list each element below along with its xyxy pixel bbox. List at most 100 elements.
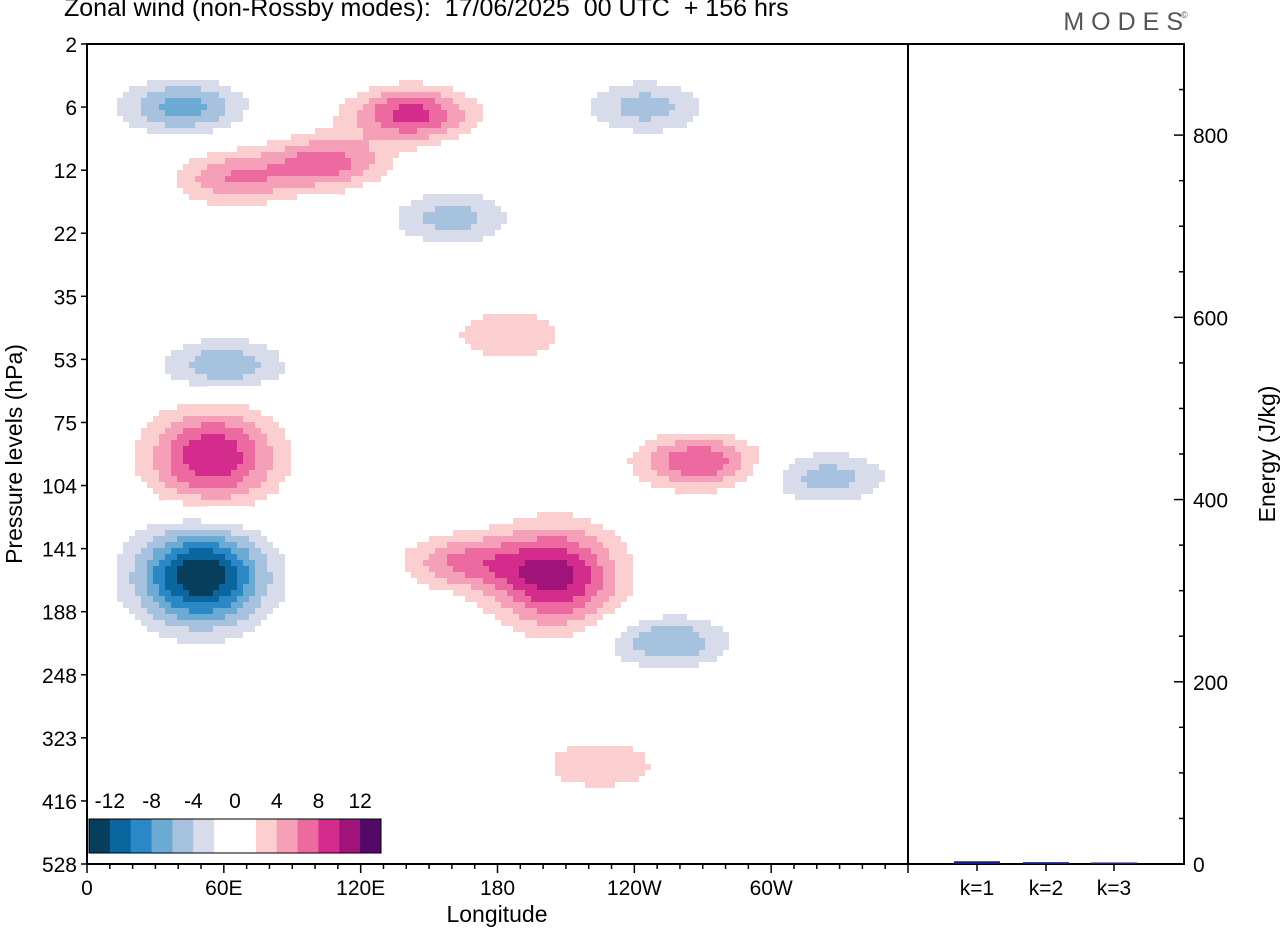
brand-mark: © (1181, 10, 1188, 20)
heatmap-cell (411, 548, 418, 555)
heatmap-cell (519, 332, 526, 339)
heatmap-cell (207, 530, 214, 537)
heatmap-cell (279, 350, 286, 357)
heatmap-cell (393, 230, 400, 237)
heatmap-cell (405, 98, 412, 105)
heatmap-cell (435, 146, 442, 153)
heatmap-cell (477, 524, 484, 531)
heatmap-cell (657, 74, 664, 81)
heatmap-cell (255, 434, 262, 441)
heatmap-cell (561, 782, 568, 789)
heatmap-cell (477, 608, 484, 615)
heatmap-cell (609, 788, 616, 795)
heatmap-cell (183, 596, 190, 603)
heatmap-cell (153, 452, 160, 459)
heatmap-cell (327, 146, 334, 153)
heatmap-cell (111, 98, 118, 105)
heatmap-cell (261, 530, 268, 537)
heatmap-cell (651, 74, 658, 81)
heatmap-cell (189, 590, 196, 597)
heatmap-cell (189, 122, 196, 129)
heatmap-cell (837, 494, 844, 501)
heatmap-cell (633, 584, 640, 591)
heatmap-cell (693, 476, 700, 483)
heatmap-cell (675, 128, 682, 135)
heatmap-cell (279, 584, 286, 591)
heatmap-cell (381, 104, 388, 111)
heatmap-cell (705, 614, 712, 621)
heatmap-cell (183, 488, 190, 495)
heatmap-cell (231, 590, 238, 597)
heatmap-cell (441, 554, 448, 561)
heatmap-cell (237, 482, 244, 489)
heatmap-cell (669, 428, 676, 435)
heatmap-cell (519, 512, 526, 519)
heatmap-cell (207, 344, 214, 351)
heatmap-cell (387, 140, 394, 147)
heatmap-cell (189, 488, 196, 495)
heatmap-cell (165, 584, 172, 591)
energy-bar (1023, 862, 1069, 864)
heatmap-cell (441, 230, 448, 237)
heatmap-cell (231, 548, 238, 555)
heatmap-cell (537, 758, 544, 765)
heatmap-cell (327, 110, 334, 117)
heatmap-cell (435, 584, 442, 591)
heatmap-cell (183, 566, 190, 573)
heatmap-cell (267, 530, 274, 537)
heatmap-cell (615, 110, 622, 117)
heatmap-cell (417, 200, 424, 207)
heatmap-cell (687, 476, 694, 483)
heatmap-cell (291, 560, 298, 567)
heatmap-cell (261, 428, 268, 435)
heatmap-cell (507, 596, 514, 603)
heatmap-cell (441, 578, 448, 585)
heatmap-cell (417, 80, 424, 87)
heatmap-cell (657, 134, 664, 141)
heatmap-cell (267, 140, 274, 147)
heatmap-cell (705, 626, 712, 633)
heatmap-cell (135, 110, 142, 117)
heatmap-cell (525, 554, 532, 561)
heatmap-cell (579, 530, 586, 537)
heatmap-cell (549, 350, 556, 357)
heatmap-cell (273, 416, 280, 423)
heatmap-cell (237, 578, 244, 585)
heatmap-cell (603, 518, 610, 525)
heatmap-cell (249, 404, 256, 411)
heatmap-cell (135, 458, 142, 465)
heatmap-cell (387, 206, 394, 213)
heatmap-cell (171, 476, 178, 483)
heatmap-cell (279, 344, 286, 351)
heatmap-cell (627, 764, 634, 771)
heatmap-cell (525, 344, 532, 351)
heatmap-cell (393, 152, 400, 159)
heatmap-cell (633, 440, 640, 447)
heatmap-cell (843, 494, 850, 501)
heatmap-cell (573, 590, 580, 597)
heatmap-cell (423, 200, 430, 207)
heatmap-cell (729, 644, 736, 651)
heatmap-cell (609, 746, 616, 753)
heatmap-cell (105, 566, 112, 573)
heatmap-cell (123, 110, 130, 117)
heatmap-cell (789, 464, 796, 471)
heatmap-cell (171, 572, 178, 579)
heatmap-cell (585, 776, 592, 783)
heatmap-cell (615, 560, 622, 567)
heatmap-cell (465, 86, 472, 93)
heatmap-cell (129, 578, 136, 585)
heatmap-cell (309, 146, 316, 153)
heatmap-cell (861, 458, 868, 465)
heatmap-cell (705, 488, 712, 495)
heatmap-cell (147, 80, 154, 87)
heatmap-cell (597, 512, 604, 519)
heatmap-cell (159, 632, 166, 639)
heatmap-cell (675, 614, 682, 621)
heatmap-cell (711, 464, 718, 471)
heatmap-cell (639, 116, 646, 123)
heatmap-cell (675, 104, 682, 111)
heatmap-cell (471, 602, 478, 609)
heatmap-cell (549, 764, 556, 771)
heatmap-cell (225, 632, 232, 639)
